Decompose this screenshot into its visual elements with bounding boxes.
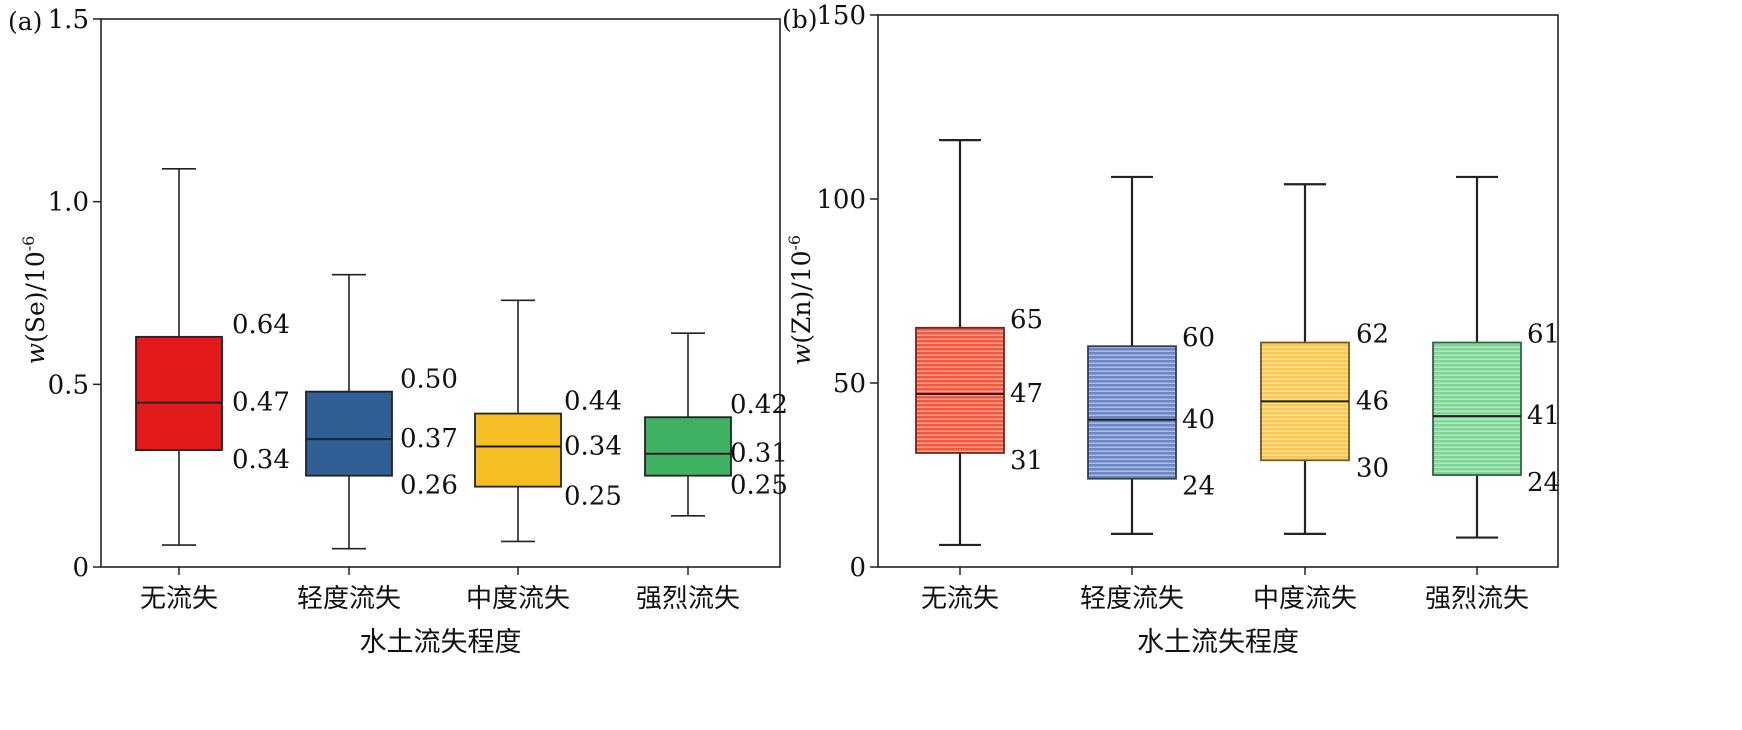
y-tick-label: 150 xyxy=(816,1,866,31)
box-iqr xyxy=(915,326,1005,454)
x-category-label: 强烈流失 xyxy=(1425,584,1529,614)
value-label-median: 0.47 xyxy=(232,388,290,418)
y-tick-label: 50 xyxy=(833,369,866,399)
x-category-label: 中度流失 xyxy=(1253,584,1357,614)
y-axis-title-exponent: -6 xyxy=(785,235,804,251)
box-iqr xyxy=(644,416,732,477)
y-tick-label: 0 xyxy=(72,553,89,583)
y-tick-label: 1.0 xyxy=(48,188,89,218)
value-label-q1: 0.34 xyxy=(232,445,290,475)
value-label-q1: 24 xyxy=(1182,472,1215,502)
value-label-median: 41 xyxy=(1527,401,1560,431)
value-label-q1: 0.26 xyxy=(400,471,458,501)
box-iqr xyxy=(1432,341,1522,476)
y-axis-title: w(Se)/10-6 xyxy=(19,236,50,365)
value-label-q3: 0.50 xyxy=(400,365,458,395)
y-axis-title-symbol: w xyxy=(21,343,50,364)
value-label-q1: 24 xyxy=(1527,468,1560,498)
value-label-q1: 0.25 xyxy=(730,471,788,501)
y-axis-title: w(Zn)/10-6 xyxy=(785,235,816,365)
value-label-median: 0.31 xyxy=(730,439,788,469)
value-label-q3: 65 xyxy=(1010,305,1043,335)
value-label-median: 0.34 xyxy=(564,431,622,461)
panel-label: (a) xyxy=(8,7,42,36)
y-axis-title-unit: (Se)/10 xyxy=(21,251,50,343)
value-label-q3: 0.44 xyxy=(564,387,622,417)
box-iqr xyxy=(474,412,562,488)
value-label-q1: 0.25 xyxy=(564,482,622,512)
value-label-q3: 61 xyxy=(1527,320,1560,350)
x-category-label: 无流失 xyxy=(921,584,999,614)
value-label-q3: 62 xyxy=(1356,320,1389,350)
value-label-median: 0.37 xyxy=(400,424,458,454)
y-tick-label: 100 xyxy=(816,185,866,215)
y-tick-label: 0 xyxy=(849,553,866,583)
y-tick-label: 1.5 xyxy=(48,5,89,35)
y-axis-title-exponent: -6 xyxy=(19,236,38,252)
value-label-q1: 30 xyxy=(1356,453,1389,483)
x-category-label: 中度流失 xyxy=(466,584,570,614)
box-iqr xyxy=(1087,345,1177,480)
value-label-median: 46 xyxy=(1356,386,1389,416)
x-axis-title: 水土流失程度 xyxy=(1137,627,1299,658)
x-axis-title: 水土流失程度 xyxy=(360,627,522,658)
value-label-q1: 31 xyxy=(1010,446,1043,476)
y-axis-title-symbol: w xyxy=(787,344,816,365)
x-category-label: 无流失 xyxy=(140,584,218,614)
x-category-label: 轻度流失 xyxy=(1080,584,1184,614)
plot-frame xyxy=(100,18,781,568)
box-iqr xyxy=(305,390,393,477)
x-category-label: 强烈流失 xyxy=(636,584,740,614)
value-label-median: 47 xyxy=(1010,379,1043,409)
x-category-label: 轻度流失 xyxy=(297,584,401,614)
panel-label: (b) xyxy=(782,5,818,34)
value-label-median: 40 xyxy=(1182,405,1215,435)
plot-frame xyxy=(877,14,1559,568)
y-axis-title-unit: (Zn)/10 xyxy=(787,250,816,343)
value-label-q3: 0.64 xyxy=(232,310,290,340)
value-label-q3: 0.42 xyxy=(730,390,788,420)
box-iqr xyxy=(135,335,223,451)
value-label-q3: 60 xyxy=(1182,323,1215,353)
y-tick-label: 0.5 xyxy=(48,370,89,400)
